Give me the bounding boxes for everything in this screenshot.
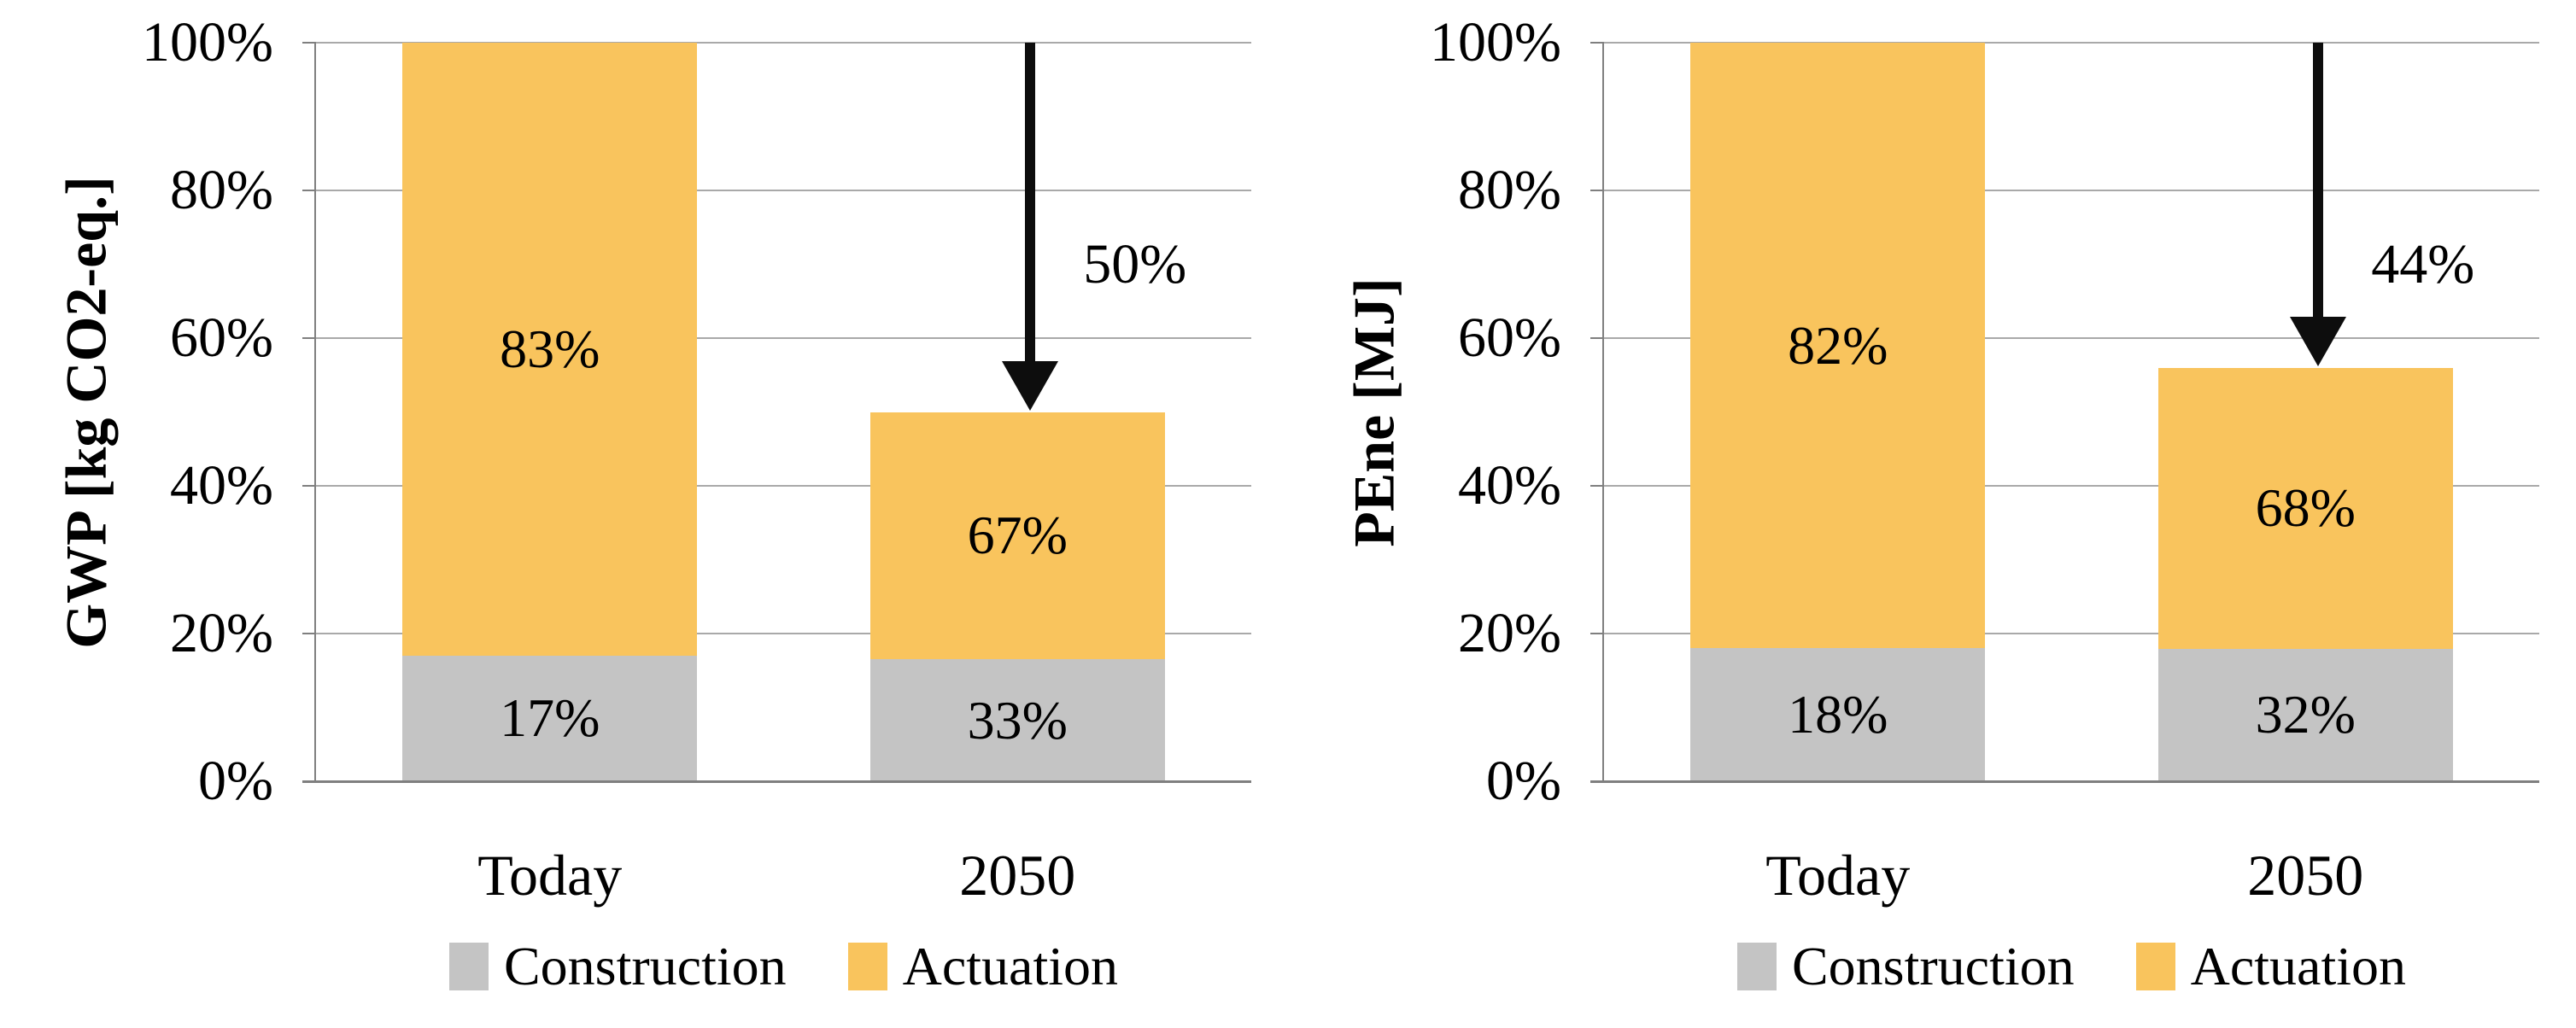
bar-segment-actuation-today: 82%: [1690, 43, 1986, 649]
y-tick-label-100: 100%: [1430, 11, 1561, 73]
y-tick-label-20: 20%: [1458, 602, 1561, 664]
legend-label-actuation: Actuation: [2190, 936, 2407, 996]
gridline-100: [316, 42, 1251, 44]
y-tick-mark-40: [302, 485, 316, 487]
gridline-40: [316, 485, 1251, 487]
segment-value-label: 18%: [1788, 684, 1888, 745]
gridline-40: [1604, 485, 2539, 487]
y-tick-mark-100: [302, 42, 316, 44]
y-tick-label-20: 20%: [170, 602, 273, 664]
segment-value-label: 32%: [2255, 684, 2356, 745]
bar-segment-construction-2050: 32%: [2157, 648, 2453, 781]
y-tick-label-40: 40%: [1458, 454, 1561, 517]
bar-segment-actuation-today: 83%: [402, 43, 698, 656]
y-tick-mark-100: [1590, 42, 1604, 44]
legend-swatch-actuation: [2135, 943, 2175, 990]
gridline-80: [316, 190, 1251, 191]
decrease-arrow-head: [1002, 360, 1059, 411]
bar-segment-construction-2050: 33%: [869, 659, 1165, 781]
y-tick-mark-80: [302, 190, 316, 191]
y-tick-label-80: 80%: [170, 159, 273, 221]
chart-gwp: GWP [kg CO2-eq.] 0% 20% 40% 60% 80% 100% 17% 83%…: [53, 11, 1251, 1001]
gridline-20: [316, 633, 1251, 634]
category-label-today: Today: [477, 843, 623, 908]
y-tick-mark-40: [1590, 485, 1604, 487]
y-axis-line: [1602, 43, 1604, 783]
decrease-arrow-label: 44%: [2371, 232, 2475, 295]
bar-segment-actuation-2050: 68%: [2157, 367, 2453, 649]
gridline-100: [1604, 42, 2539, 44]
y-tick-label-40: 40%: [170, 454, 273, 517]
segment-value-label: 33%: [967, 689, 1068, 751]
y-tick-mark-60: [302, 337, 316, 339]
x-axis-line: [302, 780, 1251, 783]
y-axis-line: [314, 43, 316, 783]
y-tick-mark-80: [1590, 190, 1604, 191]
decrease-arrow-line: [1025, 43, 1036, 365]
category-label-2050: 2050: [959, 843, 1076, 908]
y-tick-mark-20: [1590, 633, 1604, 634]
legend-item-actuation: Actuation: [847, 932, 1119, 1001]
legend-label-construction: Construction: [503, 936, 787, 996]
y-tick-label-0: 0%: [1486, 750, 1561, 812]
y-tick-label-60: 60%: [1458, 307, 1561, 369]
segment-value-label: 83%: [500, 318, 600, 379]
legend-item-actuation: Actuation: [2135, 932, 2407, 1001]
y-axis-title: PEne [MJ]: [1341, 277, 1406, 547]
y-axis-title: GWP [kg CO2-eq.]: [53, 175, 118, 649]
gridline-20: [1604, 633, 2539, 634]
legend-item-construction: Construction: [1736, 932, 2075, 1001]
legend-swatch-construction: [448, 943, 489, 990]
chart-pene: PEne [MJ] 0% 20% 40% 60% 80% 100% 18% 82% Today 32…: [1288, 0, 2576, 1028]
decrease-arrow-line: [2313, 43, 2324, 320]
segment-value-label: 68%: [2255, 477, 2356, 539]
legend-swatch-construction: [1736, 943, 1777, 990]
y-tick-label-100: 100%: [142, 11, 273, 73]
category-label-today: Today: [1765, 843, 1911, 908]
decrease-arrow-label: 50%: [1083, 232, 1187, 295]
segment-value-label: 67%: [967, 505, 1068, 566]
y-tick-mark-20: [302, 633, 316, 634]
y-tick-label-80: 80%: [1458, 159, 1561, 221]
bar-segment-construction-today: 18%: [1690, 648, 1986, 781]
gridline-60: [316, 337, 1251, 339]
legend-item-construction: Construction: [448, 932, 787, 1001]
y-tick-label-0: 0%: [198, 750, 273, 812]
y-tick-label-60: 60%: [170, 307, 273, 369]
bar-segment-actuation-2050: 67%: [869, 412, 1165, 660]
gridline-80: [1604, 190, 2539, 191]
category-label-2050: 2050: [2247, 843, 2364, 908]
y-tick-mark-60: [1590, 337, 1604, 339]
legend: Construction Actuation: [1604, 932, 2539, 1001]
gridline-60: [1604, 337, 2539, 339]
segment-value-label: 82%: [1788, 314, 1888, 376]
bar-segment-construction-today: 17%: [402, 655, 698, 781]
decrease-arrow-head: [2290, 316, 2347, 366]
legend-label-construction: Construction: [1791, 936, 2075, 996]
segment-value-label: 17%: [500, 687, 600, 749]
legend: Construction Actuation: [316, 932, 1251, 1001]
x-axis-line: [1590, 780, 2539, 783]
legend-label-actuation: Actuation: [902, 936, 1119, 996]
legend-swatch-actuation: [847, 943, 887, 990]
